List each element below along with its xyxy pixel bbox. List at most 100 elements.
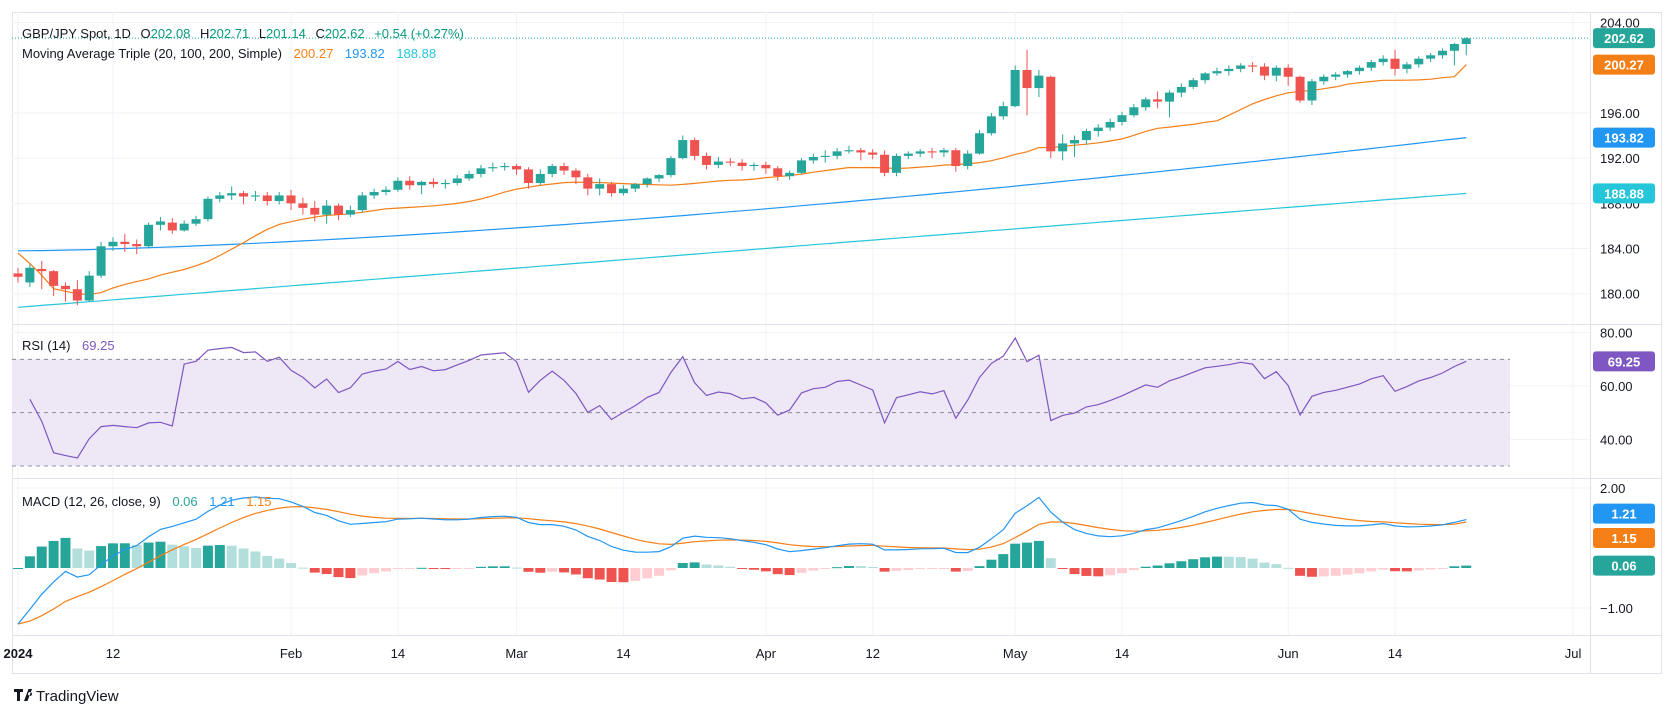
candle [37,260,47,290]
candle-body [903,153,913,156]
candle-body [1070,140,1080,144]
candle [796,158,806,174]
macd-hist-bar [796,568,807,573]
candle [1390,49,1400,76]
candle [452,175,462,186]
macd-hist-bar [760,568,771,572]
macd-hist-bar [927,568,938,569]
candle [49,270,59,297]
candle [749,162,759,171]
candle-body [1093,127,1103,132]
candle-body [927,151,937,153]
candle [856,147,866,161]
macd-hist-bar [487,566,498,568]
time-tick-label: 12 [865,646,879,661]
candle-body [274,195,284,202]
macd-hist-bar [238,548,249,568]
candle-body [939,150,949,153]
time-tick-label: 14 [616,646,630,661]
candle-body [654,175,664,179]
candle [1248,62,1258,73]
macd-hist-bar [1081,568,1092,576]
candle-body [1378,58,1388,63]
candle-body [1461,38,1471,44]
time-tick-label: 12 [106,646,120,661]
candle [725,158,735,167]
ma200-tag: 188.88 [1593,183,1655,204]
candle-body [1426,55,1436,59]
candle-body [1212,71,1222,74]
candle [1331,72,1341,81]
macd-hist-bar [654,568,665,576]
macd-hist-value: 0.06 [172,494,197,509]
candle [1378,55,1388,66]
candle [488,162,498,172]
candle [1153,91,1163,109]
macd-tick-label: −1.00 [1600,601,1633,616]
macd-hist-bar [321,568,332,575]
macd-hist-bar [1342,568,1353,575]
macd-hist-bar [345,568,356,579]
candle [1093,124,1103,137]
candle [1212,67,1222,76]
macd-hist-bar [950,568,961,572]
candle-body [1449,43,1459,51]
candle [191,215,201,226]
candle-body [891,155,901,173]
candle-body [191,219,201,224]
candle-body [464,173,474,179]
macd-hist-bar [1366,568,1377,572]
candle-body [1295,76,1305,101]
candle-body [37,268,47,272]
macd-hist-bar [832,567,843,569]
candle [250,190,260,202]
symbol-name: GBP/JPY Spot [22,26,107,41]
ma200-line [17,192,1467,308]
candle [571,168,581,185]
candle [274,192,284,205]
macd-hist-bar [630,568,641,581]
macd-hist-bar [369,568,380,574]
candle [405,176,415,190]
candle [1081,128,1091,145]
candle-body [618,188,628,194]
macd-line-value: 1.21 [209,494,234,509]
candle-body [998,106,1008,117]
high-value: 202.71 [209,26,249,41]
macd-line-tag-bg [1593,503,1655,524]
ma100-tag-bg [1593,127,1655,148]
interval: 1D [114,26,131,41]
candle [690,137,700,161]
macd-line-tag-text: 1.21 [1611,507,1636,522]
candle [761,161,771,174]
candle-body [96,246,106,276]
macd-hist-bar [986,559,997,568]
candle-body [523,169,533,183]
macd-hist-bar [665,568,676,571]
candle-body [1366,62,1376,68]
time-tick-label: Apr [756,646,777,661]
close-value: 202.62 [325,26,365,41]
candle [785,170,795,180]
candle [1176,83,1186,98]
macd-hist-bar [737,568,748,569]
candle-body [1176,86,1186,93]
macd-signal-tag-text: 1.15 [1611,531,1636,546]
candle-body [345,210,355,215]
candle [381,186,391,196]
candle [1058,134,1068,161]
candle-body [1046,76,1056,152]
macd-hist-bar [1045,558,1056,568]
candle-body [1354,67,1364,72]
candle [630,182,640,193]
candle-body [1271,67,1281,76]
candle-body [381,189,391,193]
candle [1236,63,1246,73]
candle [476,164,486,178]
candle [523,167,533,189]
candle [345,205,355,217]
candle [286,189,296,211]
rsi-legend: RSI (14) 69.25 [22,338,115,353]
tradingview-logo-icon [14,689,33,701]
candle [298,197,308,215]
